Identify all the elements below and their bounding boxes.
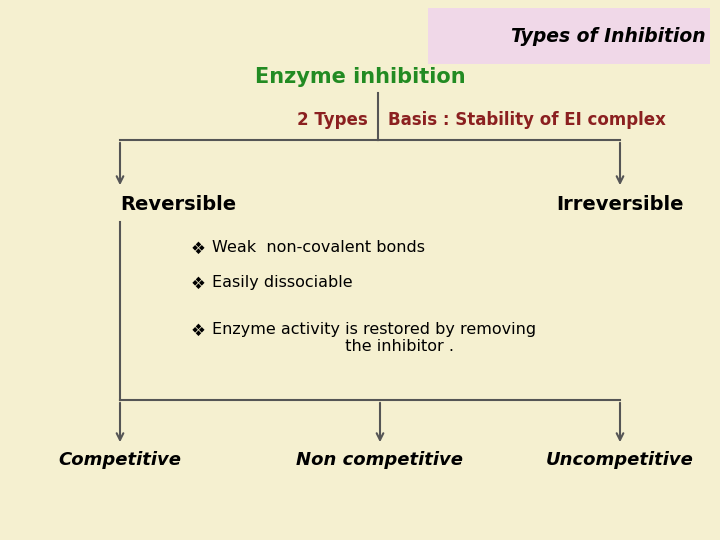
Text: Non competitive: Non competitive	[297, 451, 464, 469]
Text: Competitive: Competitive	[58, 451, 181, 469]
Text: 2 Types: 2 Types	[297, 111, 368, 129]
Text: Easily dissociable: Easily dissociable	[212, 275, 353, 290]
Text: Reversible: Reversible	[120, 195, 236, 214]
Text: ❖: ❖	[190, 275, 205, 293]
Text: Basis : Stability of EI complex: Basis : Stability of EI complex	[388, 111, 666, 129]
Text: Types of Inhibition: Types of Inhibition	[511, 26, 706, 45]
Text: Enzyme inhibition: Enzyme inhibition	[255, 67, 465, 87]
Text: Irreversible: Irreversible	[557, 195, 684, 214]
Text: Uncompetitive: Uncompetitive	[546, 451, 694, 469]
Text: Enzyme activity is restored by removing
                          the inhibitor : Enzyme activity is restored by removing …	[212, 322, 536, 354]
Text: ❖: ❖	[190, 240, 205, 258]
Text: ❖: ❖	[190, 322, 205, 340]
Text: Weak  non-covalent bonds: Weak non-covalent bonds	[212, 240, 425, 255]
FancyBboxPatch shape	[428, 8, 710, 64]
